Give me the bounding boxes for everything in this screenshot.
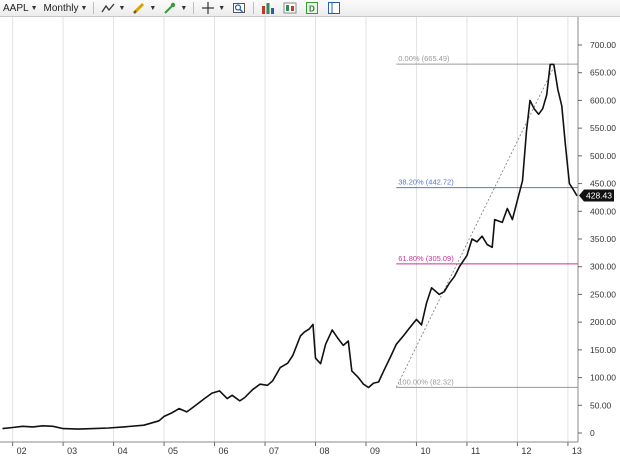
chevron-down-icon: ▼ bbox=[218, 4, 226, 12]
y-tick-label: 450.00 bbox=[590, 179, 616, 189]
panel-icon bbox=[327, 2, 341, 15]
candlestick-button[interactable] bbox=[279, 1, 301, 15]
fib-trend-line[interactable] bbox=[395, 63, 556, 388]
marker-icon bbox=[163, 2, 177, 15]
price-line bbox=[2, 63, 578, 430]
x-tick-label: 09 bbox=[370, 446, 380, 456]
bar-chart-icon bbox=[261, 2, 275, 15]
chevron-down-icon: ▼ bbox=[118, 4, 126, 12]
line-style-icon bbox=[101, 2, 115, 15]
candlestick-icon bbox=[283, 2, 297, 15]
x-tick-label: 13 bbox=[572, 446, 582, 456]
last-price-label: 428.43 bbox=[586, 191, 612, 201]
symbol-label: AAPL bbox=[3, 2, 29, 14]
y-tick-label: 500.00 bbox=[590, 151, 616, 161]
x-tick-label: 03 bbox=[67, 446, 77, 456]
y-tick-label: 350.00 bbox=[590, 234, 616, 244]
chevron-down-icon: ▼ bbox=[80, 4, 88, 12]
zoom-button[interactable] bbox=[228, 1, 250, 15]
data-button[interactable]: D bbox=[301, 1, 323, 15]
last-price-marker bbox=[579, 189, 614, 202]
y-tick-label: 50.00 bbox=[590, 400, 612, 410]
fib-level-label: 61.80% (305.09) bbox=[398, 254, 454, 263]
y-tick-label: 550.00 bbox=[590, 123, 616, 133]
x-tick-label: 11 bbox=[471, 446, 480, 456]
line-style-button[interactable]: ▼ bbox=[97, 1, 128, 15]
fib-level-label: 38.20% (442.72) bbox=[398, 178, 454, 187]
y-tick-label: 100.00 bbox=[590, 373, 616, 383]
panel-button[interactable] bbox=[323, 1, 345, 15]
crosshair-button[interactable]: ▼ bbox=[197, 1, 228, 15]
toolbar: AAPL ▼ Monthly ▼ ▼ ▼ ▼ ▼ bbox=[0, 0, 620, 17]
fib-level-label: 100.00% (82.32) bbox=[398, 377, 454, 386]
toolbar-divider bbox=[193, 2, 195, 14]
x-tick-label: 02 bbox=[17, 446, 27, 456]
data-icon: D bbox=[305, 2, 319, 15]
y-tick-label: 0 bbox=[590, 428, 595, 438]
y-tick-label: 700.00 bbox=[590, 40, 616, 50]
y-tick-label: 400.00 bbox=[590, 206, 616, 216]
toolbar-divider bbox=[93, 2, 95, 14]
bar-chart-button[interactable] bbox=[257, 1, 279, 15]
crosshair-icon bbox=[201, 2, 215, 15]
chevron-down-icon: ▼ bbox=[149, 4, 157, 12]
y-tick-label: 650.00 bbox=[590, 68, 616, 78]
series bbox=[2, 63, 578, 430]
zoom-icon bbox=[232, 2, 246, 15]
x-tick-label: 04 bbox=[118, 446, 128, 456]
price-chart: 0.00% (665.49) 38.20% (442.72) 61.80% (305… bbox=[0, 17, 616, 456]
x-tick-label: 06 bbox=[219, 446, 229, 456]
fibonacci-retracement: 0.00% (665.49) 38.20% (442.72) 61.80% (305… bbox=[395, 54, 578, 388]
x-tick-label: 07 bbox=[269, 446, 279, 456]
symbol-selector[interactable]: AAPL ▼ bbox=[0, 1, 41, 15]
x-tick-label: 08 bbox=[320, 446, 330, 456]
interval-selector[interactable]: Monthly ▼ bbox=[41, 1, 91, 15]
chevron-down-icon: ▼ bbox=[30, 4, 38, 12]
y-tick-label: 600.00 bbox=[590, 95, 616, 105]
chevron-down-icon: ▼ bbox=[180, 4, 188, 12]
toolbar-divider bbox=[253, 2, 255, 14]
x-tick-label: 10 bbox=[420, 446, 430, 456]
x-tick-label: 12 bbox=[521, 446, 531, 456]
y-tick-label: 300.00 bbox=[590, 262, 616, 272]
pencil-button[interactable]: ▼ bbox=[128, 1, 159, 15]
y-tick-label: 150.00 bbox=[590, 345, 616, 355]
marker-button[interactable]: ▼ bbox=[159, 1, 190, 15]
interval-label: Monthly bbox=[43, 2, 79, 14]
y-tick-label: 250.00 bbox=[590, 289, 616, 299]
fib-level-label: 0.00% (665.49) bbox=[398, 54, 450, 63]
x-tick-label: 05 bbox=[168, 446, 178, 456]
pencil-icon bbox=[132, 2, 146, 15]
grid bbox=[12, 17, 569, 442]
axes: 02 03 04 05 06 07 08 09 10 11 12 13 0 50.00 100.00 150.… bbox=[0, 17, 616, 456]
y-tick-label: 200.00 bbox=[590, 317, 616, 327]
svg-text:D: D bbox=[309, 5, 315, 14]
